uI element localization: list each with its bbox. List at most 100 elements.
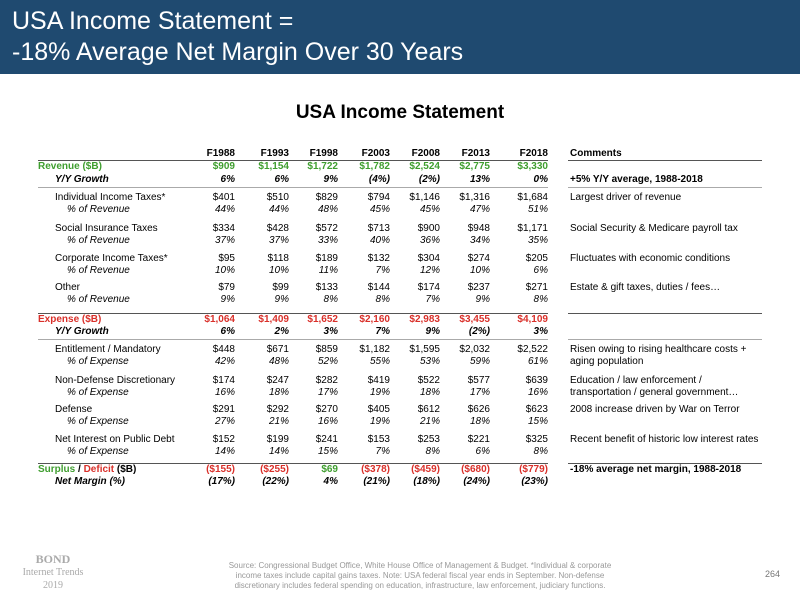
row-label: % of Revenue — [67, 204, 130, 215]
cell: 6% — [220, 326, 235, 337]
cell: 18% — [268, 387, 289, 398]
cell: 33% — [317, 235, 338, 246]
cell: $577 — [467, 375, 490, 386]
cell: 48% — [317, 204, 338, 215]
cell: 15% — [527, 416, 548, 427]
cell: 8% — [323, 294, 338, 305]
cell: $522 — [417, 375, 440, 386]
cell: 45% — [419, 204, 440, 215]
cell: 2% — [274, 326, 289, 337]
cell: 6% — [533, 265, 548, 276]
rule — [568, 160, 762, 161]
cell: 36% — [419, 235, 440, 246]
cell: $247 — [266, 375, 289, 386]
cell: $1,782 — [359, 161, 390, 172]
comment: -18% average net margin, 1988-2018 — [570, 464, 742, 475]
cell: 16% — [214, 387, 235, 398]
cell: 11% — [318, 265, 338, 276]
cell: 59% — [469, 356, 490, 367]
row-label: Individual Income Taxes* — [55, 192, 166, 203]
cell: $95 — [218, 253, 235, 264]
cell: $405 — [367, 404, 390, 415]
source: Source: Congressional Budget Office, Whi… — [228, 561, 612, 590]
section-label: Revenue ($B) — [38, 161, 102, 172]
cell: 16% — [317, 416, 338, 427]
cell: 37% — [268, 235, 289, 246]
cell: $1,316 — [459, 192, 490, 203]
cell: 16% — [527, 387, 548, 398]
column-header: F1993 — [260, 148, 289, 159]
title-line: -18% Average Net Margin Over 30 Years — [12, 38, 464, 66]
cell: $282 — [315, 375, 338, 386]
label-part: / — [75, 464, 84, 475]
cell: 9% — [220, 294, 235, 305]
comment: Risen owing to rising healthcare costs + — [570, 344, 747, 355]
cell: $133 — [315, 282, 338, 293]
cell: 21% — [419, 416, 440, 427]
cell: 44% — [268, 204, 289, 215]
cell: $3,455 — [459, 314, 490, 325]
cell: $572 — [315, 223, 338, 234]
cell: $448 — [212, 344, 235, 355]
row-label: % of Revenue — [67, 235, 130, 246]
cell: 9% — [274, 294, 289, 305]
cell: 45% — [369, 204, 390, 215]
cell: 6% — [220, 174, 235, 185]
label-part: Surplus — [38, 464, 76, 475]
cell: $1,409 — [258, 314, 289, 325]
row-label: % of Revenue — [67, 265, 130, 276]
cell: 3% — [323, 326, 338, 337]
cell: 52% — [317, 356, 338, 367]
cell: $291 — [212, 404, 235, 415]
cell: 10% — [268, 265, 289, 276]
cell: ($680) — [461, 464, 490, 475]
rule — [568, 463, 762, 464]
cell: 15% — [317, 446, 338, 457]
cell: 35% — [527, 235, 548, 246]
cell: $241 — [315, 434, 338, 445]
cell: $909 — [212, 161, 235, 172]
cell: $304 — [417, 253, 440, 264]
cell: (22%) — [262, 476, 289, 487]
logo: BOND — [35, 552, 71, 566]
cell: $1,652 — [307, 314, 338, 325]
cell: 7% — [375, 265, 390, 276]
subtitle: USA Income Statement — [295, 102, 505, 123]
cell: 6% — [475, 446, 490, 457]
cell: $144 — [367, 282, 390, 293]
cell: 17% — [469, 387, 490, 398]
cell: 8% — [375, 294, 390, 305]
cell: 14% — [268, 446, 289, 457]
column-header: F2003 — [361, 148, 390, 159]
rule — [38, 187, 548, 188]
cell: $2,775 — [459, 161, 490, 172]
cell: $2,983 — [409, 314, 440, 325]
cell: $174 — [417, 282, 440, 293]
title-line: USA Income Statement = — [12, 7, 294, 35]
cell: 34% — [469, 235, 490, 246]
cell: 3% — [533, 326, 548, 337]
cell: (24%) — [463, 476, 490, 487]
cell: $334 — [212, 223, 235, 234]
row-label: Entitlement / Mandatory — [55, 344, 161, 355]
cell: $1,722 — [307, 161, 338, 172]
column-header: F1988 — [206, 148, 235, 159]
cell: $221 — [467, 434, 490, 445]
cell: $2,522 — [517, 344, 548, 355]
cell: ($155) — [206, 464, 235, 475]
section-label: Expense ($B) — [38, 314, 102, 325]
cell: $174 — [212, 375, 235, 386]
cell: $612 — [417, 404, 440, 415]
comment: Estate & gift taxes, duties / fees… — [570, 282, 721, 293]
comment: Education / law enforcement / — [570, 375, 702, 386]
cell: $4,109 — [517, 314, 548, 325]
label-part: ($B) — [114, 464, 137, 475]
cell: $152 — [212, 434, 235, 445]
cell: $153 — [367, 434, 390, 445]
cell: 40% — [369, 235, 390, 246]
cell: 8% — [533, 294, 548, 305]
cell: 19% — [369, 416, 390, 427]
cell: $189 — [315, 253, 338, 264]
rule — [568, 339, 762, 340]
row-label: Corporate Income Taxes* — [55, 253, 168, 264]
